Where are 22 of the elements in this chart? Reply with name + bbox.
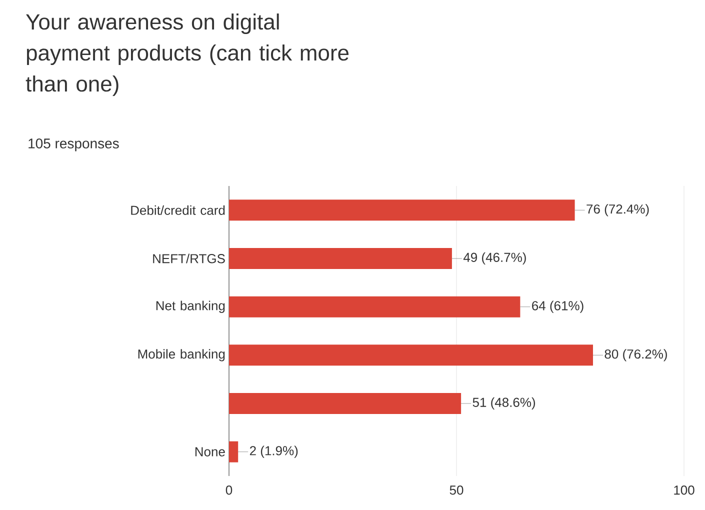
bar [229, 344, 593, 366]
x-tick-label: 100 [674, 486, 694, 495]
bar [229, 248, 452, 269]
bar [229, 200, 575, 221]
data-label: 80 (76.2%) [604, 349, 667, 362]
x-tick-label: 50 [450, 486, 464, 495]
x-tick-label: 0 [226, 486, 232, 495]
bar [229, 392, 462, 414]
y-tick-label: NEFT/RTGS [153, 254, 225, 264]
bar [229, 441, 238, 462]
text: 105 responses [28, 138, 119, 152]
data-label: 64 (61%) [532, 300, 584, 313]
chart-title: Your awareness on digital payment products (can tick more than one) [26, 14, 349, 96]
data-label: 49 (46.7%) [463, 252, 526, 265]
data-label: 76 (72.4%) [586, 204, 649, 216]
y-tick-label: Net banking [156, 300, 225, 313]
data-label: 51 (48.6%) [472, 397, 536, 410]
bar [229, 296, 520, 318]
y-tick-label: Debit/credit card [131, 205, 225, 215]
data-label: 2 (1.9%) [250, 446, 298, 458]
y-tick-label: None [195, 447, 225, 456]
y-tick-label: Mobile banking [138, 349, 225, 362]
